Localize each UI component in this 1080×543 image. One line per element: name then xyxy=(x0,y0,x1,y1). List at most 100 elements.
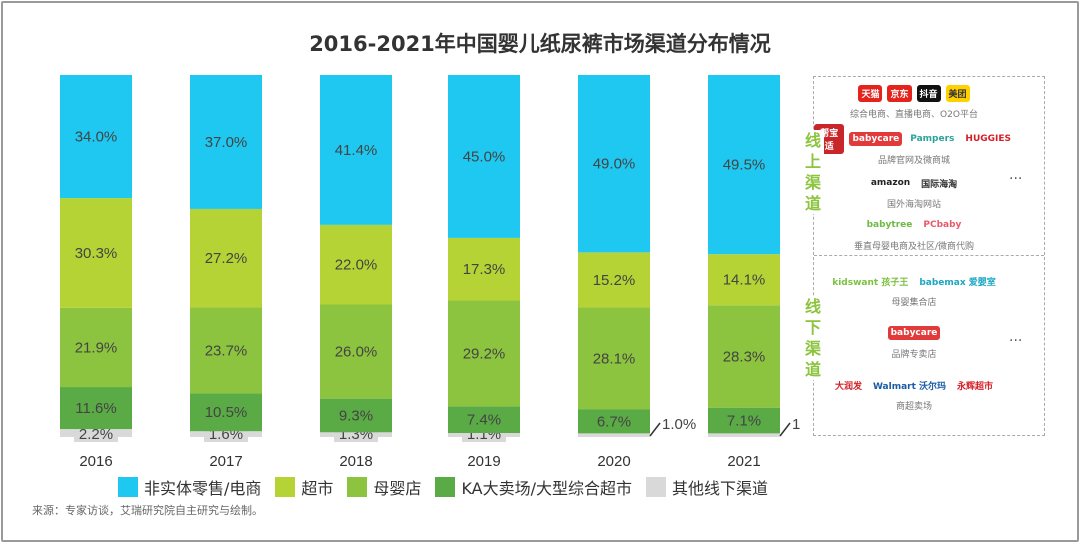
bar-segment xyxy=(578,75,650,253)
offline-label: 线下渠道 xyxy=(802,296,824,380)
legend-item: 其他线下渠道 xyxy=(646,475,768,499)
brand-logo: 抖音 xyxy=(916,84,941,102)
logo-row: babytree PCbaby xyxy=(814,213,1014,237)
data-label: 9.3% xyxy=(339,407,373,424)
brand-logo: 京东 xyxy=(887,84,912,102)
bar-segment xyxy=(708,75,780,255)
brand-logo: babytree xyxy=(863,218,916,232)
group-caption: 国外海淘网站 xyxy=(886,200,941,210)
bar-segment xyxy=(708,305,780,408)
year-label: 2020 xyxy=(597,453,630,470)
brand-logo: babycare xyxy=(887,326,941,340)
more-offline: ... xyxy=(1009,329,1023,345)
leader-line xyxy=(779,422,791,437)
bar-segment xyxy=(190,307,262,394)
brand-logo: babemax 爱婴室 xyxy=(916,272,999,290)
channel-group: babycare 品牌专卖店 xyxy=(814,321,1014,360)
brand-logo: 美团 xyxy=(945,84,970,102)
bar-segment xyxy=(708,254,780,306)
bar-segment xyxy=(60,387,132,430)
legend-swatch xyxy=(435,477,456,497)
legend-item: 母婴店 xyxy=(347,475,421,499)
brand-logo: 大润发 xyxy=(831,376,865,394)
bar-segment xyxy=(578,252,650,308)
year-label: 2016 xyxy=(79,453,112,470)
bar-segment xyxy=(60,75,132,199)
channel-group: amazon 国际海淘国外海淘网站 xyxy=(814,171,1014,210)
data-label: 10.5% xyxy=(205,404,248,421)
data-label: 49.0% xyxy=(593,156,636,173)
brand-logo: kidswant 孩子王 xyxy=(829,272,912,290)
legend-label: 超市 xyxy=(301,479,334,498)
year-label: 2021 xyxy=(727,453,760,470)
leader-line xyxy=(649,422,661,437)
bar-segment xyxy=(190,393,262,432)
data-label: 27.2% xyxy=(205,250,248,267)
data-label: 17.3% xyxy=(463,261,506,278)
bar-segment xyxy=(448,75,520,238)
group-caption: 垂直母婴电商及社区/微商代购 xyxy=(853,242,975,252)
legend-label: 其他线下渠道 xyxy=(672,479,769,498)
data-label: 14.1% xyxy=(723,272,766,289)
bar-segment xyxy=(448,237,520,301)
year-label: 2017 xyxy=(209,453,242,470)
chart-title: 2016-2021年中国婴儿纸尿裤市场渠道分布情况 xyxy=(309,32,771,56)
bar-segment xyxy=(448,406,520,434)
channel-panel: 天猫 京东 抖音 美团综合电商、直播电商、O2O平台帮宝适 babycare Pamper… xyxy=(813,76,1045,436)
legend-swatch xyxy=(275,477,296,497)
bar-segment xyxy=(708,433,780,437)
legend-label: 非实体零售/电商 xyxy=(144,479,262,498)
data-label: 28.1% xyxy=(593,350,636,367)
brand-logo: 国际海淘 xyxy=(918,174,961,192)
data-label: 49.5% xyxy=(723,157,766,174)
data-label: 11.6% xyxy=(75,400,116,417)
logo-row: 帮宝适 babycare Pampers HUGGIES xyxy=(814,124,1014,154)
data-label: 6.7% xyxy=(597,413,631,430)
online-label: 线上渠道 xyxy=(802,130,824,214)
legend-swatch xyxy=(347,477,368,497)
source-note: 来源：专家访谈，艾瑞研究院自主研究与绘制。 xyxy=(32,504,263,517)
brand-logo: amazon xyxy=(867,176,914,190)
label-bg xyxy=(74,426,118,442)
bar-segment xyxy=(448,300,520,407)
data-label: 28.3% xyxy=(723,348,766,365)
data-label: 37.0% xyxy=(205,134,248,151)
data-label: 21.9% xyxy=(75,339,118,356)
data-label: 15.2% xyxy=(593,272,636,289)
divider xyxy=(814,255,1044,256)
bar-segment xyxy=(708,407,780,434)
group-caption: 母婴集合店 xyxy=(891,298,937,308)
logo-row: 大润发 Walmart 沃尔玛 永辉超市 xyxy=(814,373,1014,397)
data-label: 1.0% xyxy=(792,416,800,433)
brand-logo: 永辉超市 xyxy=(954,376,997,394)
bar-segment xyxy=(190,208,262,308)
logo-row: babycare xyxy=(814,321,1014,345)
legend-swatch xyxy=(118,477,138,497)
more-online: ... xyxy=(1009,167,1023,183)
legend-label: 母婴店 xyxy=(373,479,422,498)
bar-segment xyxy=(60,198,132,308)
data-label: 26.0% xyxy=(335,344,378,361)
legend: 非实体零售/电商 超市 母婴店 KA大卖场/大型综合超市 其他线下渠道 xyxy=(118,475,768,499)
legend-item: 超市 xyxy=(275,475,333,499)
legend-item: 非实体零售/电商 xyxy=(118,475,261,499)
data-label: 22.0% xyxy=(335,257,378,274)
channel-group: kidswant 孩子王 babemax 爱婴室母婴集合店 xyxy=(814,269,1014,308)
legend-swatch xyxy=(646,477,666,497)
channel-group: 大润发 Walmart 沃尔玛 永辉超市商超卖场 xyxy=(814,373,1014,412)
year-label: 2018 xyxy=(339,453,372,470)
channel-group: babytree PCbaby 垂直母婴电商及社区/微商代购 xyxy=(814,213,1014,252)
channel-group: 帮宝适 babycare Pampers HUGGIES 品牌官网及微商城 xyxy=(814,124,1014,166)
brand-logo: 天猫 xyxy=(858,84,883,102)
group-caption: 商超卖场 xyxy=(895,402,932,412)
legend-item: KA大卖场/大型综合超市 xyxy=(435,475,632,499)
group-caption: 综合电商、直播电商、O2O平台 xyxy=(850,110,978,120)
bar-segment xyxy=(320,75,392,225)
data-label: 41.4% xyxy=(335,142,378,159)
data-label: 45.0% xyxy=(463,148,506,165)
year-label: 2019 xyxy=(467,453,500,470)
bar-segment xyxy=(320,304,392,399)
brand-logo: babycare xyxy=(849,132,903,146)
bar-segment xyxy=(578,409,650,434)
logo-row: 天猫 京东 抖音 美团 xyxy=(814,81,1014,105)
